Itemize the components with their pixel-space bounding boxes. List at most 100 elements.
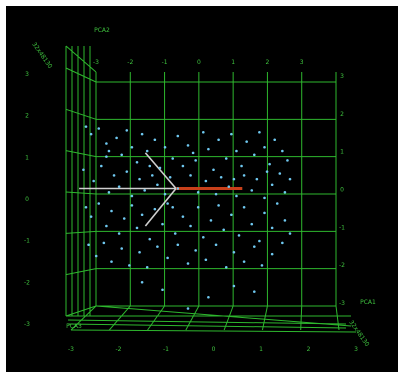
data-point xyxy=(283,219,287,222)
data-point xyxy=(217,138,220,142)
depth-top-left-label: 32x48130 xyxy=(30,41,53,70)
data-point xyxy=(194,249,197,252)
data-point xyxy=(186,262,190,265)
data-point xyxy=(219,175,223,179)
right-y-tick-label: 2 xyxy=(340,111,344,118)
right-y-tick-label: 3 xyxy=(340,73,344,80)
data-point xyxy=(87,243,90,247)
floor-side-edge xyxy=(95,305,352,327)
data-point xyxy=(92,179,95,183)
bottom-x-tick-label: -1 xyxy=(163,346,169,353)
data-point xyxy=(237,234,241,237)
data-point xyxy=(232,250,236,254)
data-point xyxy=(176,243,180,247)
data-point xyxy=(191,151,195,155)
vector-layer xyxy=(79,152,243,227)
left-y-tick-label: 2 xyxy=(25,113,29,120)
data-point xyxy=(117,185,121,188)
data-point xyxy=(202,235,205,239)
data-point xyxy=(265,170,269,173)
data-point xyxy=(158,166,162,170)
bottom-x-tick-label: 2 xyxy=(307,346,311,353)
data-point xyxy=(140,132,144,136)
data-point xyxy=(105,142,108,145)
data-point xyxy=(89,132,93,136)
data-point xyxy=(212,168,215,172)
data-point xyxy=(214,192,218,196)
data-point xyxy=(110,260,113,263)
floor-grid-line xyxy=(261,305,268,331)
right-y-tick-label: -1 xyxy=(339,224,345,231)
data-point xyxy=(288,232,292,235)
data-point xyxy=(189,224,192,228)
data-point xyxy=(204,179,208,183)
data-point xyxy=(232,177,236,181)
grid-layer xyxy=(65,45,357,333)
data-point xyxy=(275,202,279,205)
data-point xyxy=(230,213,233,217)
data-point xyxy=(207,147,210,151)
depth-wall-rung xyxy=(65,67,97,83)
data-point xyxy=(107,190,111,194)
data-point xyxy=(166,256,169,260)
back-x-axis-label: PCA2 xyxy=(94,27,110,34)
data-point xyxy=(130,204,134,207)
data-point xyxy=(128,264,131,267)
right-y-tick-label: 0 xyxy=(340,187,344,194)
data-point xyxy=(148,237,152,241)
data-point xyxy=(82,168,85,172)
data-point xyxy=(209,219,213,222)
data-point xyxy=(156,183,159,187)
data-point xyxy=(288,177,292,181)
data-point xyxy=(140,213,144,217)
data-point xyxy=(120,153,123,157)
left-y-tick-label: -2 xyxy=(24,279,30,286)
left-y-tick-label: 0 xyxy=(25,196,29,203)
data-point xyxy=(268,162,271,166)
data-point xyxy=(240,164,243,168)
data-point xyxy=(232,284,236,288)
loading-vector xyxy=(144,187,177,227)
data-point xyxy=(168,175,172,179)
back-x-tick-label: -3 xyxy=(93,59,99,66)
data-point xyxy=(171,157,174,160)
data-point xyxy=(196,205,200,209)
data-point xyxy=(97,202,101,205)
data-point xyxy=(135,226,139,230)
data-point xyxy=(181,164,185,168)
data-point xyxy=(161,288,164,292)
bottom-x-tick-label: -2 xyxy=(116,346,122,353)
right-y-tick-label: -2 xyxy=(339,262,345,269)
data-point xyxy=(194,159,197,162)
data-point xyxy=(270,183,274,187)
data-point xyxy=(214,243,218,247)
bottom-x-tick-label: 1 xyxy=(259,346,263,353)
floor-grid-line xyxy=(147,305,165,331)
data-point xyxy=(120,247,123,250)
data-point xyxy=(242,174,246,177)
data-point xyxy=(270,252,274,256)
back-x-tick-label: 1 xyxy=(231,59,235,66)
back-x-tick-label: 3 xyxy=(300,59,304,66)
data-point xyxy=(145,149,149,153)
floor-grid-line xyxy=(70,305,97,331)
data-point xyxy=(255,177,259,181)
data-point xyxy=(250,222,254,226)
data-point xyxy=(125,129,129,132)
data-point xyxy=(273,138,277,142)
floor-rung xyxy=(67,323,347,329)
data-point xyxy=(250,189,254,192)
data-point xyxy=(263,211,266,215)
data-point xyxy=(258,239,261,243)
data-point xyxy=(263,145,266,149)
data-point xyxy=(253,245,256,248)
back-x-tick-label: -1 xyxy=(162,59,168,66)
data-point xyxy=(260,264,264,267)
data-point xyxy=(253,153,256,157)
data-point xyxy=(181,215,185,218)
right-y-tick-label: -3 xyxy=(339,300,345,307)
data-point xyxy=(84,205,88,209)
data-point xyxy=(153,138,157,142)
data-point xyxy=(156,245,159,248)
